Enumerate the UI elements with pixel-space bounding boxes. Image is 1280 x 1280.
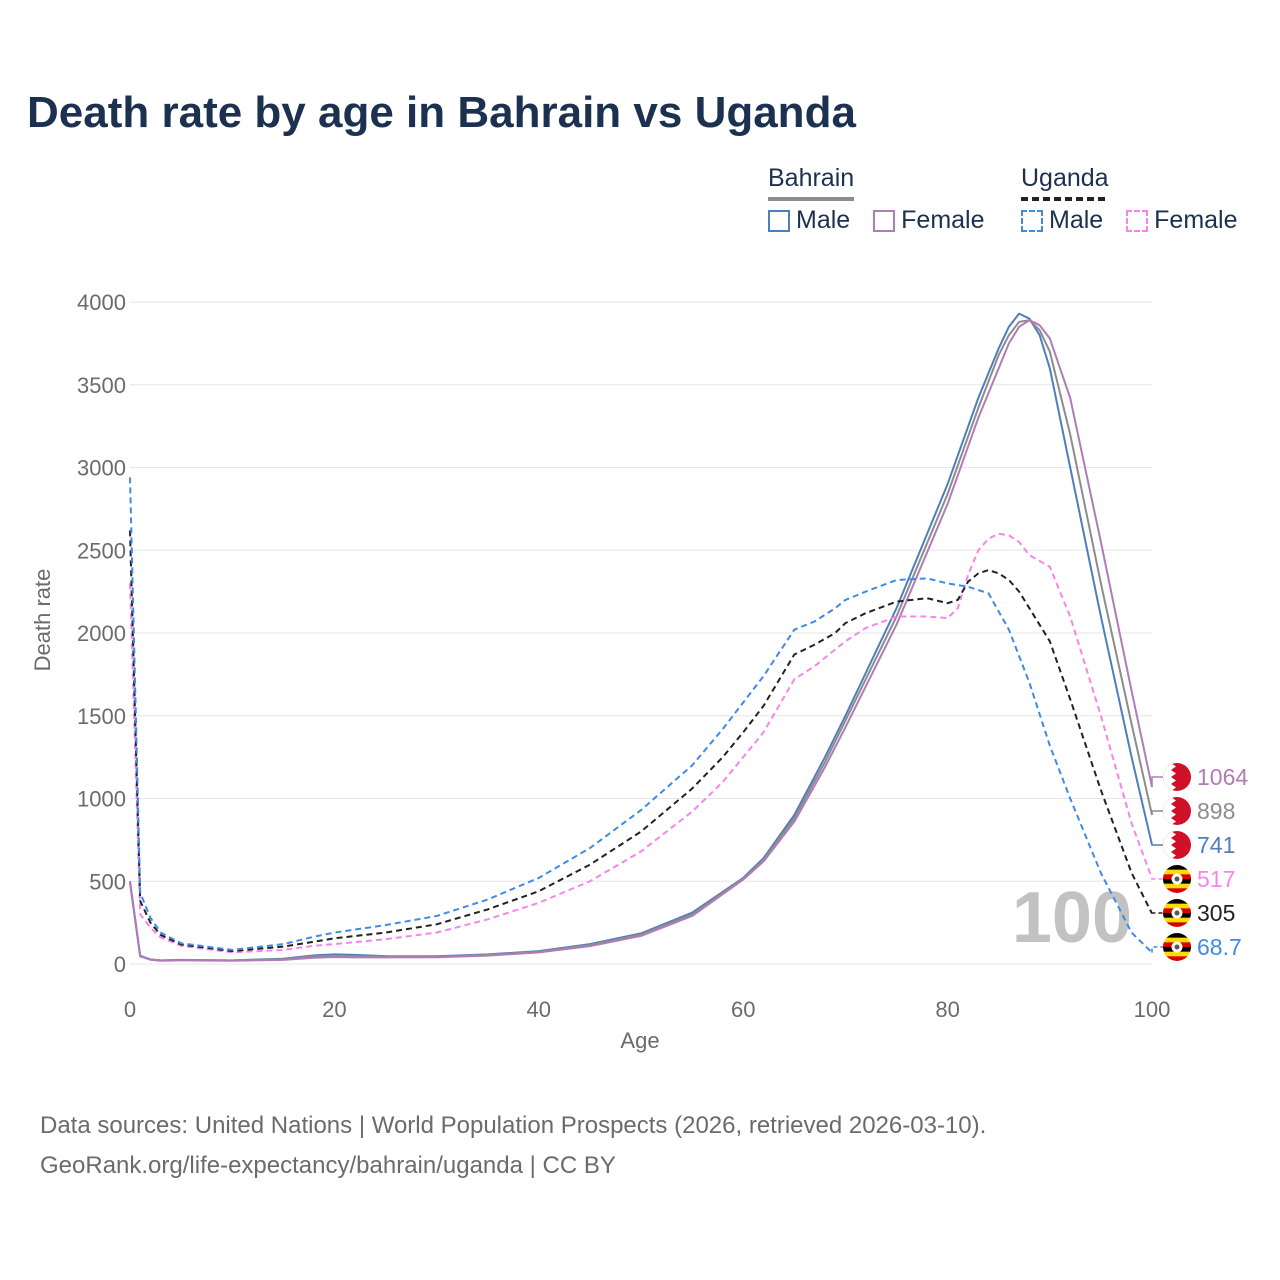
legend-group-label: Uganda (1021, 164, 1109, 192)
x-tick-label: 40 (527, 997, 551, 1022)
legend-group-label: Bahrain (768, 164, 855, 192)
flag-stripe (1163, 937, 1191, 943)
leader-line (1151, 776, 1163, 787)
bahrain-flag-icon (1163, 831, 1191, 859)
legend-item-bahrain-female[interactable]: Female (873, 206, 985, 235)
flag-stripe (1163, 933, 1191, 938)
y-tick-label: 2500 (77, 538, 126, 563)
x-tick-label: 80 (935, 997, 959, 1022)
chart-title: Death rate by age in Bahrain vs Uganda (27, 88, 856, 137)
legend-swatch (1126, 209, 1149, 232)
end-value-label: 517 (1197, 866, 1235, 892)
legend-line-swatch (1021, 197, 1109, 201)
flag-stripe (1163, 903, 1191, 909)
flag-stripe (1163, 917, 1191, 923)
legend-item-uganda-female[interactable]: Female (1126, 206, 1238, 235)
y-axis-label: Death rate (30, 569, 55, 672)
flag-serration (1163, 831, 1176, 859)
end-label-uganda-total: 305 (1151, 899, 1235, 927)
y-tick-label: 0 (114, 952, 126, 977)
end-value-label: 898 (1197, 798, 1235, 824)
flag-stripe (1163, 865, 1191, 870)
legend-group-uganda: Uganda Male Female (1021, 164, 1238, 234)
y-tick-label: 2000 (77, 621, 126, 646)
source-line-1: Data sources: United Nations | World Pop… (40, 1112, 987, 1139)
legend-items: Male Female (768, 206, 1001, 239)
legend-swatch (768, 209, 790, 232)
series-line-uganda-female[interactable] (129, 532, 1153, 954)
year-watermark: 100 (1012, 878, 1132, 958)
x-tick-label: 0 (124, 997, 136, 1022)
leader-line (1151, 810, 1163, 816)
y-tick-label: 1000 (77, 787, 126, 812)
end-value-label: 305 (1197, 900, 1235, 926)
y-axis-ticks: 0 500 1000 1500 2000 2500 3000 3500 4000 (77, 290, 126, 977)
flag-stripe (1163, 899, 1191, 904)
series-line-bahrain-female[interactable] (129, 319, 1153, 962)
flag-serration (1163, 763, 1176, 791)
legend-swatch (1021, 209, 1043, 232)
flag-serration (1163, 797, 1176, 825)
legend-items: Male Female (1021, 206, 1254, 239)
end-value-label: 1064 (1197, 764, 1248, 790)
legend-swatch (873, 209, 896, 232)
end-label-uganda-female: 517 (1151, 865, 1235, 893)
flag-stripe (1163, 888, 1191, 893)
flag-crane (1174, 944, 1180, 950)
y-tick-label: 4000 (77, 290, 126, 315)
flag-crane (1174, 910, 1180, 916)
series-line-bahrain-total[interactable] (129, 319, 1153, 962)
end-value-label: 68.7 (1197, 934, 1242, 960)
legend-item-label: Male (1049, 206, 1104, 234)
bahrain-flag-icon (1163, 797, 1191, 825)
legend-item-label: Female (1154, 206, 1238, 234)
legend-line-swatch (768, 197, 855, 201)
x-tick-label: 60 (731, 997, 755, 1022)
uganda-flag-icon (1163, 933, 1191, 961)
y-tick-label: 500 (89, 869, 126, 894)
source-line-2[interactable]: GeoRank.org/life-expectancy/bahrain/ugan… (40, 1152, 616, 1179)
series-line-bahrain-male[interactable] (129, 312, 1153, 962)
series-line-uganda-male[interactable] (129, 477, 1153, 954)
y-tick-label: 1500 (77, 704, 126, 729)
end-labels: 1064 898 741 517 305 68.7 (1151, 763, 1248, 961)
legend-item-bahrain-male[interactable]: Male (768, 206, 850, 235)
leader-line (1151, 946, 1163, 953)
end-value-label: 741 (1197, 832, 1235, 858)
flag-stripe (1163, 883, 1191, 889)
legend-item-label: Female (901, 206, 985, 234)
flag-stripe (1163, 956, 1191, 961)
flag-crane (1174, 876, 1180, 882)
legend-item-label: Male (796, 206, 851, 234)
end-label-bahrain-male: 741 (1151, 831, 1235, 859)
legend-item-uganda-male[interactable]: Male (1021, 206, 1103, 235)
end-label-bahrain-total: 898 (1151, 797, 1235, 825)
legend-group-name: Uganda (1021, 164, 1109, 201)
end-label-uganda-male: 68.7 (1151, 933, 1242, 961)
flag-stripe (1163, 869, 1191, 875)
x-axis-label: Age (620, 1028, 659, 1053)
grid-lines (130, 301, 1152, 965)
y-tick-label: 3000 (77, 456, 126, 481)
end-label-bahrain-female: 1064 (1151, 763, 1248, 791)
x-tick-label: 100 (1134, 997, 1171, 1022)
bahrain-flag-icon (1163, 763, 1191, 791)
x-tick-label: 20 (322, 997, 346, 1022)
flag-stripe (1163, 951, 1191, 957)
legend-group-name: Bahrain (768, 164, 855, 201)
flag-stripe (1163, 922, 1191, 927)
series-lines (129, 312, 1153, 962)
uganda-flag-icon (1163, 865, 1191, 893)
legend-group-bahrain: Bahrain Male Female (768, 164, 985, 234)
y-tick-label: 3500 (77, 373, 126, 398)
series-line-uganda-total[interactable] (129, 530, 1153, 953)
uganda-flag-icon (1163, 899, 1191, 927)
leader-line (1151, 878, 1163, 880)
x-axis-ticks: 0 20 40 60 80 100 (124, 997, 1170, 1022)
leader-line (1151, 912, 1163, 914)
source-note: Data sources: United Nations | World Pop… (40, 1106, 986, 1186)
